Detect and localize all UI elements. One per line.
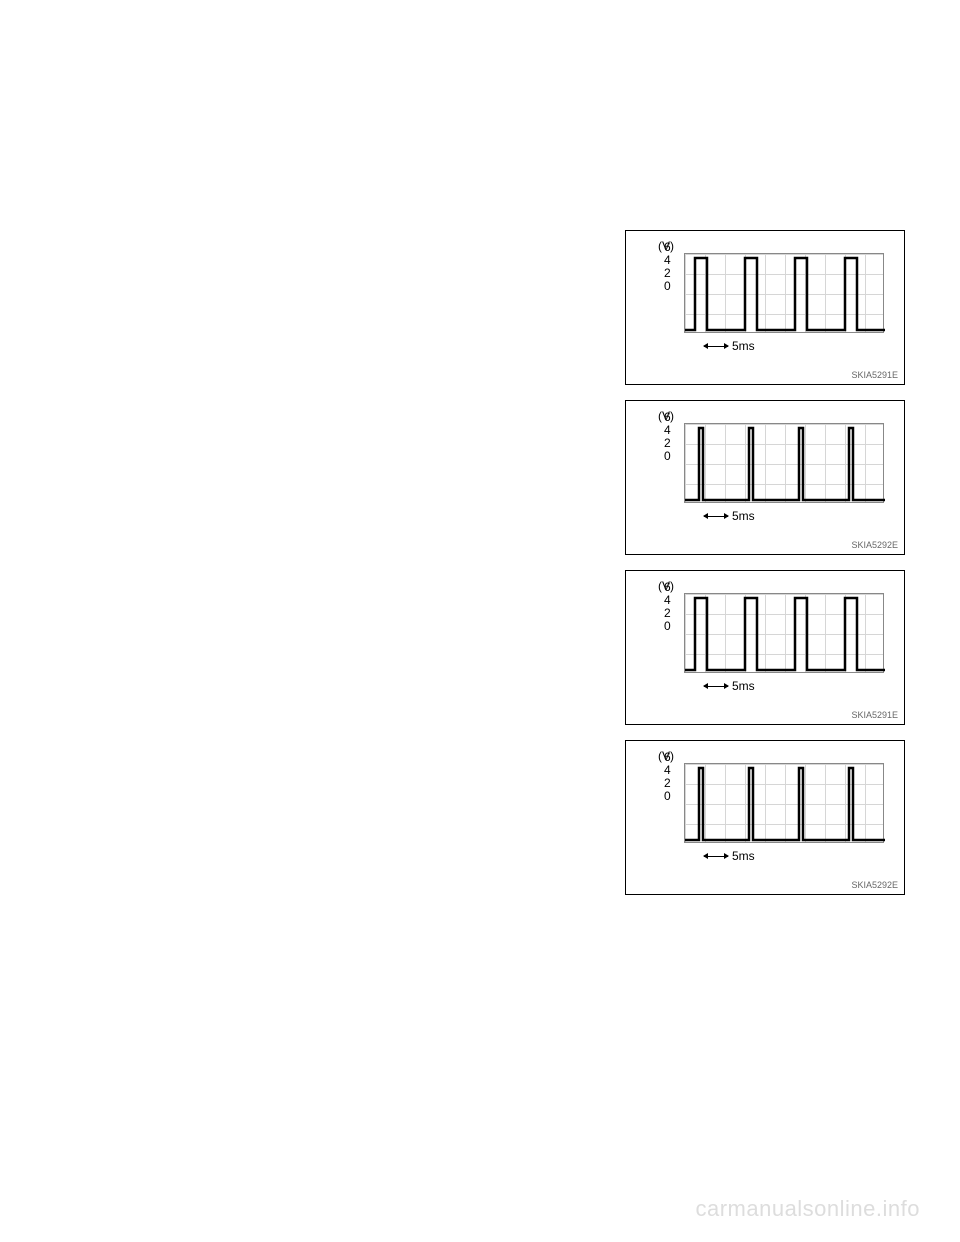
oscilloscope-chart-2: (V) 6 4 2 0 5ms SKIA5292E: [625, 400, 905, 555]
time-arrow-icon: [704, 346, 728, 347]
time-scale-label: 5ms: [704, 849, 755, 863]
y-axis-ticks: 6 4 2 0: [664, 241, 671, 293]
figure-code: SKIA5291E: [851, 370, 898, 380]
y-tick: 0: [664, 790, 671, 803]
waveform-wide: [685, 254, 885, 334]
chart-inner: (V) 6 4 2 0 5ms SKIA5292E: [626, 741, 904, 894]
figure-code: SKIA5291E: [851, 710, 898, 720]
waveform-wide: [685, 594, 885, 674]
watermark-text: carmanualsonline.info: [695, 1196, 920, 1222]
oscilloscope-chart-1: (V) 6 4 2 0 5ms SKIA5291E: [625, 230, 905, 385]
time-value: 5ms: [732, 339, 755, 353]
chart-grid: [684, 593, 884, 673]
time-scale-label: 5ms: [704, 679, 755, 693]
figure-code: SKIA5292E: [851, 880, 898, 890]
y-tick: 0: [664, 450, 671, 463]
time-arrow-icon: [704, 686, 728, 687]
waveform-narrow: [685, 424, 885, 504]
oscilloscope-chart-4: (V) 6 4 2 0 5ms SKIA5292E: [625, 740, 905, 895]
waveform-narrow: [685, 764, 885, 844]
chart-grid: [684, 763, 884, 843]
time-value: 5ms: [732, 679, 755, 693]
time-arrow-icon: [704, 856, 728, 857]
time-scale-label: 5ms: [704, 339, 755, 353]
chart-grid: [684, 423, 884, 503]
chart-inner: (V) 6 4 2 0 5ms SKIA5291E: [626, 231, 904, 384]
figure-code: SKIA5292E: [851, 540, 898, 550]
time-scale-label: 5ms: [704, 509, 755, 523]
y-axis-ticks: 6 4 2 0: [664, 751, 671, 803]
y-tick: 0: [664, 280, 671, 293]
time-value: 5ms: [732, 509, 755, 523]
y-axis-ticks: 6 4 2 0: [664, 411, 671, 463]
chart-inner: (V) 6 4 2 0 5ms SKIA5291E: [626, 571, 904, 724]
time-arrow-icon: [704, 516, 728, 517]
y-tick: 0: [664, 620, 671, 633]
y-axis-ticks: 6 4 2 0: [664, 581, 671, 633]
chart-inner: (V) 6 4 2 0 5ms SKIA5292E: [626, 401, 904, 554]
time-value: 5ms: [732, 849, 755, 863]
oscilloscope-chart-3: (V) 6 4 2 0 5ms SKIA5291E: [625, 570, 905, 725]
chart-grid: [684, 253, 884, 333]
